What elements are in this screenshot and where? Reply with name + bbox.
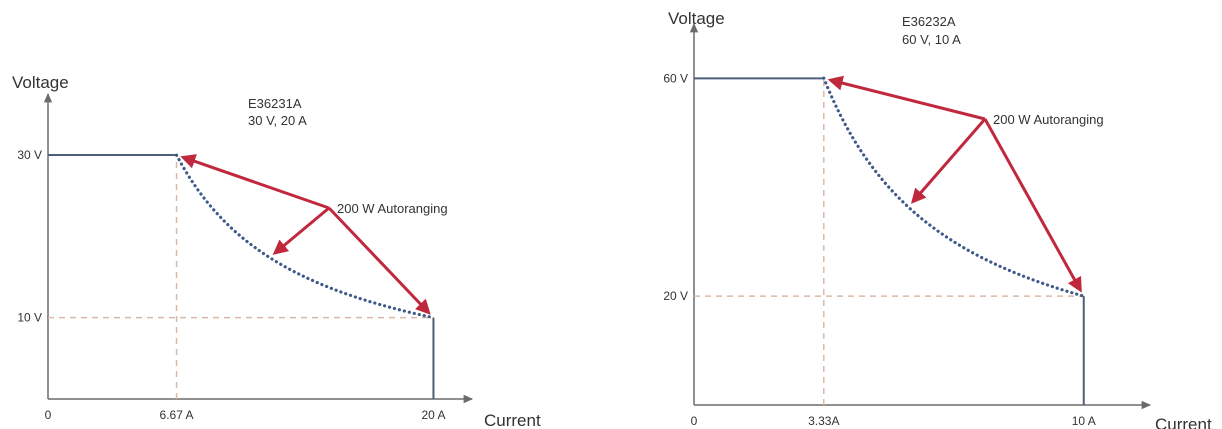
- annotation-arrow: [327, 206, 431, 315]
- annotation-label: 200 W Autoranging: [337, 201, 448, 216]
- chart-e36232a: 0 3.33A 10 A 60 V 20 V Voltage Current E3623…: [663, 9, 1212, 429]
- annotation-arrow: [180, 154, 330, 210]
- y-tick-label: 10 V: [17, 311, 42, 325]
- constant-power-curve: [822, 76, 1086, 298]
- chart-e36231a: 0 6.67 A 20 A 30 V 10 V Voltage Current E362…: [12, 73, 541, 429]
- x-tick-label: 20 A: [421, 408, 445, 422]
- y-tick-label: 60 V: [663, 71, 688, 85]
- annotation-arrow: [910, 118, 987, 204]
- y-tick-label: 30 V: [17, 148, 42, 162]
- x-axis-label: Current: [1155, 415, 1212, 429]
- annotation-label: 200 W Autoranging: [993, 112, 1104, 127]
- annotation-arrow: [983, 118, 1082, 293]
- rating-label: 60 V, 10 A: [902, 32, 961, 47]
- rating-label: 30 V, 20 A: [248, 113, 307, 128]
- x-axis-label: Current: [484, 411, 541, 429]
- y-axis-label: Voltage: [12, 73, 69, 92]
- x-tick-label: 10 A: [1072, 414, 1096, 428]
- x-tick-label: 6.67 A: [160, 408, 194, 422]
- y-tick-label: 20 V: [663, 289, 688, 303]
- y-axis-label: Voltage: [668, 9, 725, 28]
- annotation-arrow: [827, 75, 986, 121]
- model-label: E36232A: [902, 14, 956, 29]
- x-tick-label: 0: [691, 414, 698, 428]
- annotation-arrow: [272, 206, 330, 255]
- constant-power-curve: [174, 153, 436, 320]
- x-tick-label: 0: [45, 408, 52, 422]
- model-label: E36231A: [248, 96, 302, 111]
- x-tick-label: 3.33A: [808, 414, 839, 428]
